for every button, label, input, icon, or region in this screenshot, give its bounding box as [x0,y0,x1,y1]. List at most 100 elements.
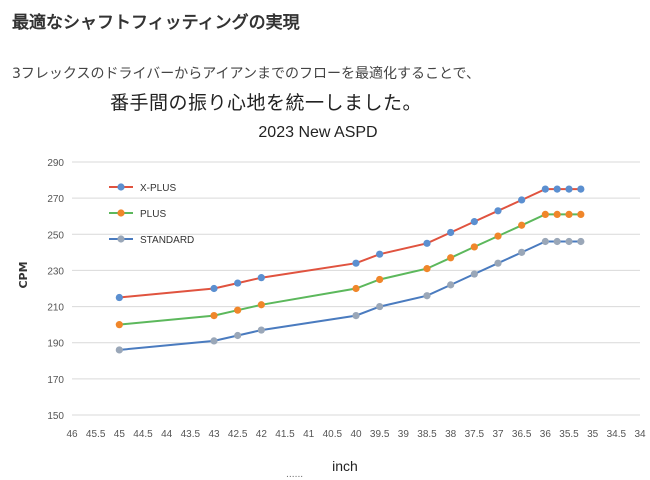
x-tick-label: 41 [303,429,315,440]
data-point [577,237,585,246]
series-line [119,240,581,351]
data-point [494,232,502,240]
data-point [553,210,561,219]
y-tick-label: 250 [47,230,64,241]
data-point [257,301,265,309]
series-layer [115,185,585,354]
y-tick-label: 210 [47,303,64,314]
data-point [210,284,218,293]
data-point [376,302,384,311]
x-tick-label: 42.5 [228,429,248,440]
x-tick-label: 40.5 [323,429,343,440]
footnote: ...... [286,470,304,480]
x-tick-label: 44 [161,429,173,440]
legend-label: PLUS [140,209,166,220]
x-tick-label: 39 [398,429,410,440]
data-point [234,306,242,314]
data-point [447,254,455,262]
lead-text: 3フレックスのドライバーからアイアンまでのフローを最適化することで、 [12,66,480,82]
data-point [518,221,526,229]
data-point [210,337,218,345]
x-tick-label: 42 [256,429,268,440]
gridlines [72,161,640,416]
x-tick-label: 46 [66,429,78,440]
y-tick-label: 290 [47,158,64,169]
x-tick-label: 37 [492,429,504,440]
legend-item: STANDARD [109,235,194,246]
x-tick-label: 43.5 [181,429,201,440]
x-tick-label: 39.5 [370,429,390,440]
data-point [470,243,478,251]
data-point [423,292,431,300]
y-tick-label: 270 [47,194,64,205]
data-point [470,270,478,278]
legend-label: STANDARD [140,235,194,246]
legend-swatch-marker [117,235,125,243]
data-point [447,228,455,237]
data-point [115,321,123,329]
data-point [553,237,561,246]
series-plus [115,210,585,329]
data-point [565,185,573,193]
data-point [541,210,549,219]
legend-item: X-PLUS [109,183,176,194]
data-point [541,185,549,193]
data-point [494,259,502,267]
x-tick-label: 45 [114,429,126,440]
y-axis-label: CPM [17,261,30,288]
x-tick-label: 35 [587,429,599,440]
data-point [518,196,526,204]
x-tick-label: 34.5 [607,429,627,440]
chart-title: 2023 New ASPD [258,124,377,141]
data-point [376,250,384,258]
data-point [577,210,585,219]
data-point [423,239,431,247]
x-tick-label: 35.5 [559,429,579,440]
x-tick-label: 37.5 [465,429,485,440]
data-point [234,331,242,340]
x-tick-label: 44.5 [133,429,153,440]
legend-swatch-marker [117,183,125,191]
data-point [470,218,478,226]
data-point [565,210,573,219]
x-tick-label: 36 [540,429,552,440]
y-tick-label: 190 [47,339,64,350]
page-heading: 最適なシャフトフィッティングの実現 [12,13,300,33]
x-tick-label: 43 [208,429,220,440]
y-tick-label: 170 [47,375,64,386]
x-axis-label: inch [332,458,358,474]
x-tick-label: 38.5 [417,429,437,440]
x-tick-labels: 46 45.5 45 44.5 44 43.5 43 42.5 42 41.5 41 40.5 40 39… [66,429,646,440]
series-x-plus [115,185,585,302]
legend-item: PLUS [109,209,166,220]
data-point [257,326,265,334]
data-point [115,293,123,302]
x-tick-label: 40 [350,429,362,440]
x-tick-label: 41.5 [275,429,295,440]
data-point [115,346,123,354]
data-point [518,248,526,256]
data-point [447,281,455,289]
data-point [352,312,360,320]
data-point [352,259,360,267]
legend-label: X-PLUS [140,183,176,194]
data-point [257,274,265,282]
y-tick-label: 230 [47,266,64,277]
x-tick-label: 45.5 [86,429,106,440]
series-line [119,213,581,326]
lead-text-emphasis: 番手間の振り心地を統一しました。 [110,92,423,114]
data-point [565,237,573,246]
data-point [577,185,585,193]
data-point [234,279,242,287]
data-point [376,275,384,284]
y-tick-labels: 150 170 190 210 230 250 270 290 [47,158,64,422]
y-tick-label: 150 [47,411,64,422]
x-tick-label: 36.5 [512,429,532,440]
data-point [541,237,549,246]
legend: X-PLUS PLUS STANDARD [109,183,194,246]
x-tick-label: 38 [445,429,457,440]
x-tick-label: 34 [634,429,646,440]
legend-swatch-marker [117,209,125,217]
data-point [352,284,360,293]
